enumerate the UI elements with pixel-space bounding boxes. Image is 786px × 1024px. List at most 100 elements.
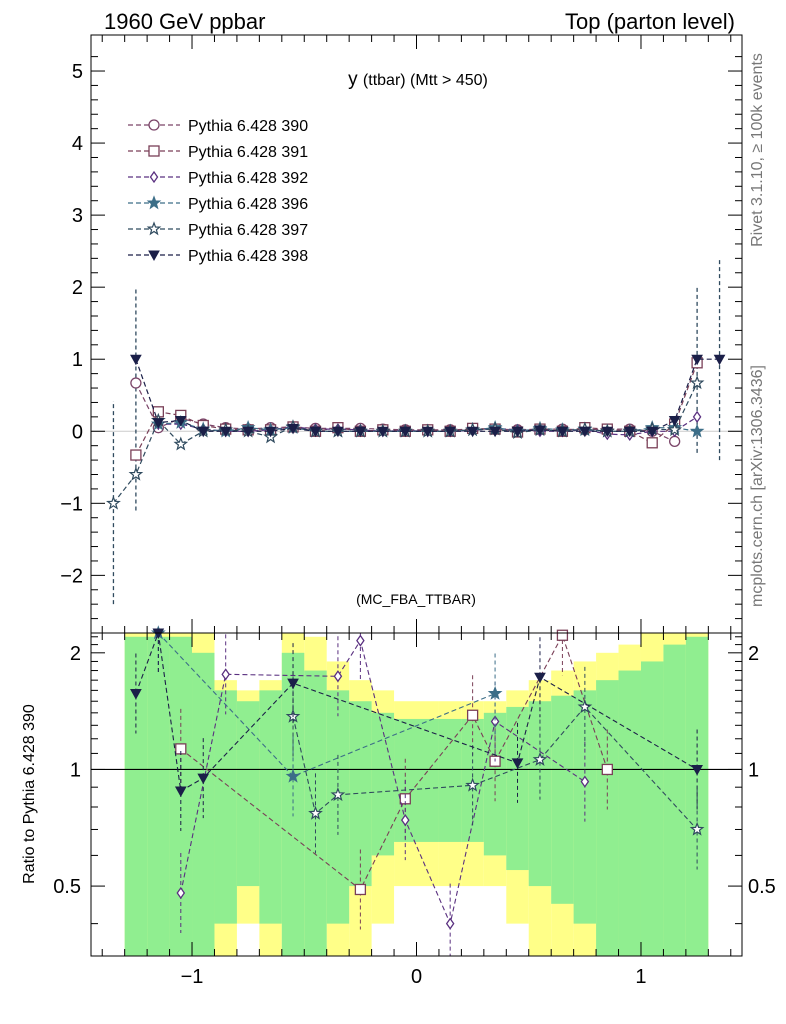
data-point [376, 426, 389, 438]
data-point [623, 426, 636, 438]
legend-label: Pythia 6.428 391 [188, 144, 308, 161]
ratio-point [577, 699, 593, 714]
rivet-label: Rivet 3.1.10, ≥ 100k events [749, 53, 766, 247]
ratio-y-tick-label-right: 1 [748, 759, 759, 781]
watermark: (MC_FBA_TTBAR) [356, 591, 476, 607]
ratio-point [445, 917, 455, 930]
legend-label: Pythia 6.428 398 [188, 248, 308, 265]
legend-item: Pythia 6.428 396 [128, 195, 308, 213]
ratio-point [356, 634, 365, 647]
main-y-axis: −2 −1 0 1 2 3 4 5 [60, 56, 742, 620]
legend-item: Pythia 6.428 397 [128, 221, 308, 239]
ratio-series-5 [130, 628, 703, 831]
data-point [669, 435, 681, 448]
ratio-series-1 [175, 629, 613, 930]
y-tick-label: −1 [60, 493, 83, 515]
mcplots-label: mcplots.cern.ch [arXiv:1306.3436] [749, 365, 766, 607]
data-point [689, 423, 705, 438]
uncertainty-band-inner [416, 718, 439, 842]
uncertainty-band-inner [618, 670, 641, 956]
y-tick-label: −2 [60, 565, 83, 587]
legend-item: Pythia 6.428 398 [128, 248, 308, 265]
legend-label: Pythia 6.428 390 [188, 118, 308, 135]
data-point [421, 426, 434, 438]
plot-title-main: y [348, 69, 358, 90]
legend: Pythia 6.428 390 Pythia 6.428 391 Pythia 6… [128, 118, 308, 265]
ratio-y-axis: 0.5 0.5 1 1 2 2 [53, 636, 776, 925]
uncertainty-band-inner [663, 644, 686, 956]
uncertainty-band-inner [281, 652, 305, 956]
ratio-point [333, 670, 343, 683]
series-line [112, 382, 698, 504]
legend-label: Pythia 6.428 397 [188, 222, 308, 239]
data-point [242, 426, 254, 438]
data-point [691, 354, 703, 366]
data-point [332, 426, 344, 438]
data-point [556, 426, 569, 438]
header-right: Top (parton level) [565, 9, 735, 34]
y-tick-label: 3 [72, 205, 83, 227]
uncertainty-band-inner [349, 701, 372, 887]
data-point [152, 418, 165, 429]
uncertainty-band-inner [124, 636, 148, 956]
ratio-point [465, 777, 480, 792]
ratio-y-tick-label-right: 0.5 [748, 876, 776, 898]
ratio-point [691, 764, 703, 776]
data-point [264, 426, 277, 438]
y-tick-label: 5 [72, 61, 83, 83]
legend-item: Pythia 6.428 391 [128, 144, 308, 161]
ratio-point [400, 813, 410, 827]
y-tick-label: 0 [72, 421, 83, 443]
ratio-point [689, 821, 705, 836]
legend-item: Pythia 6.428 392 [128, 170, 308, 187]
legend-marker [146, 195, 162, 210]
ratio-y-tick-label: 0.5 [53, 876, 81, 898]
x-tick-label: 1 [635, 966, 646, 988]
ratio-line [135, 632, 698, 792]
ratio-ylabel: Ratio to Pythia 6.428 390 [21, 704, 38, 884]
ratio-line [180, 639, 586, 926]
main-panel: −2 −1 0 1 2 3 4 5 y (ttbar) (Mtt > 450) (MC_FBA… [60, 34, 743, 634]
legend-marker [148, 250, 160, 262]
data-point [173, 436, 189, 451]
ratio-point [287, 678, 299, 690]
ratio-point [285, 768, 301, 783]
legend-marker [146, 221, 162, 236]
uncertainty-band-inner [551, 695, 574, 904]
uncertainty-band-inner [259, 690, 282, 924]
x-tick-label: 0 [411, 966, 422, 988]
ratio-point [176, 886, 186, 900]
uncertainty-band-inner [596, 680, 619, 956]
plot-title: y (ttbar) (Mtt > 450) [348, 69, 488, 90]
x-tick-label: −1 [181, 966, 204, 988]
data-point [444, 426, 457, 438]
data-point [466, 426, 479, 438]
data-point [713, 354, 726, 366]
series-2 [130, 357, 703, 461]
ratio-point [580, 775, 590, 788]
data-point [287, 423, 299, 435]
data-point [219, 426, 232, 438]
series-line [135, 358, 720, 432]
ratio-point [601, 763, 613, 776]
ratio-point [532, 751, 548, 766]
ratio-series-4 [285, 666, 705, 870]
ratio-point [130, 689, 142, 700]
data-point [646, 426, 659, 438]
data-point [534, 425, 546, 436]
ratio-point [466, 709, 479, 721]
data-point [130, 354, 142, 366]
ratio-panel: 0.5 0.5 1 1 2 2 −1 0 1 Ratio to Pythia 6.428 39… [21, 625, 776, 988]
data-point [511, 426, 524, 438]
data-point [668, 415, 681, 427]
series-6 [130, 354, 726, 438]
ratio-point [174, 786, 187, 797]
series-5 [106, 375, 705, 510]
data-point [667, 422, 683, 437]
y-tick-label: 1 [72, 349, 83, 371]
uncertainty-band-inner [147, 636, 170, 956]
plot-title-sub: (ttbar) (Mtt > 450) [363, 72, 488, 89]
data-point [354, 426, 367, 438]
ratio-point [330, 787, 346, 802]
